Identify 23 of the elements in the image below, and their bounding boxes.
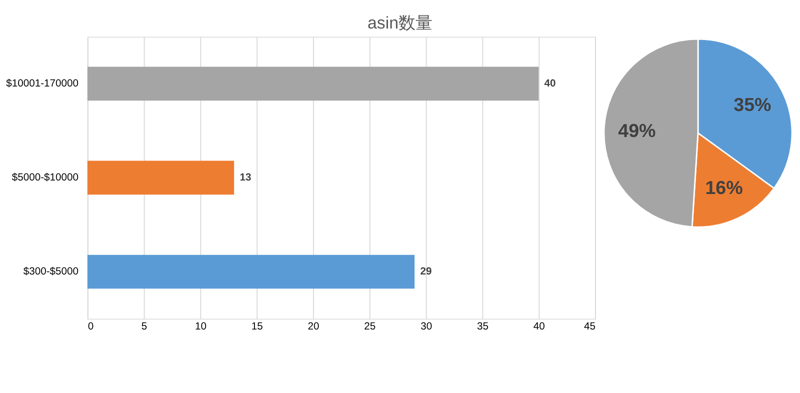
y-tick-label: $300-$5000	[23, 266, 79, 278]
x-tick-label: 40	[533, 322, 546, 333]
data-label: 13	[240, 172, 252, 184]
bar	[87, 66, 539, 101]
x-tick-label: 25	[364, 322, 376, 333]
x-tick-label: 35	[476, 322, 489, 333]
x-tick-label: 30	[420, 322, 432, 333]
x-tick-label: 5	[141, 322, 148, 333]
chart-title: asin数量	[367, 14, 432, 33]
data-label: 40	[544, 78, 556, 90]
y-tick-label: $10001-170000	[6, 78, 79, 90]
x-tick-label: 15	[251, 322, 264, 333]
x-tick-label: 10	[194, 322, 207, 333]
bar	[87, 160, 234, 195]
y-tick-label: $5000-$10000	[12, 172, 79, 184]
data-label: 35%	[734, 94, 772, 115]
data-label: 16%	[705, 177, 744, 198]
data-label: 29	[420, 266, 432, 278]
x-tick-label: 45	[584, 322, 596, 333]
data-label: 49%	[618, 120, 656, 141]
x-tick-label: 0	[88, 322, 94, 333]
bar	[87, 254, 415, 289]
x-tick-label: 20	[308, 322, 320, 333]
